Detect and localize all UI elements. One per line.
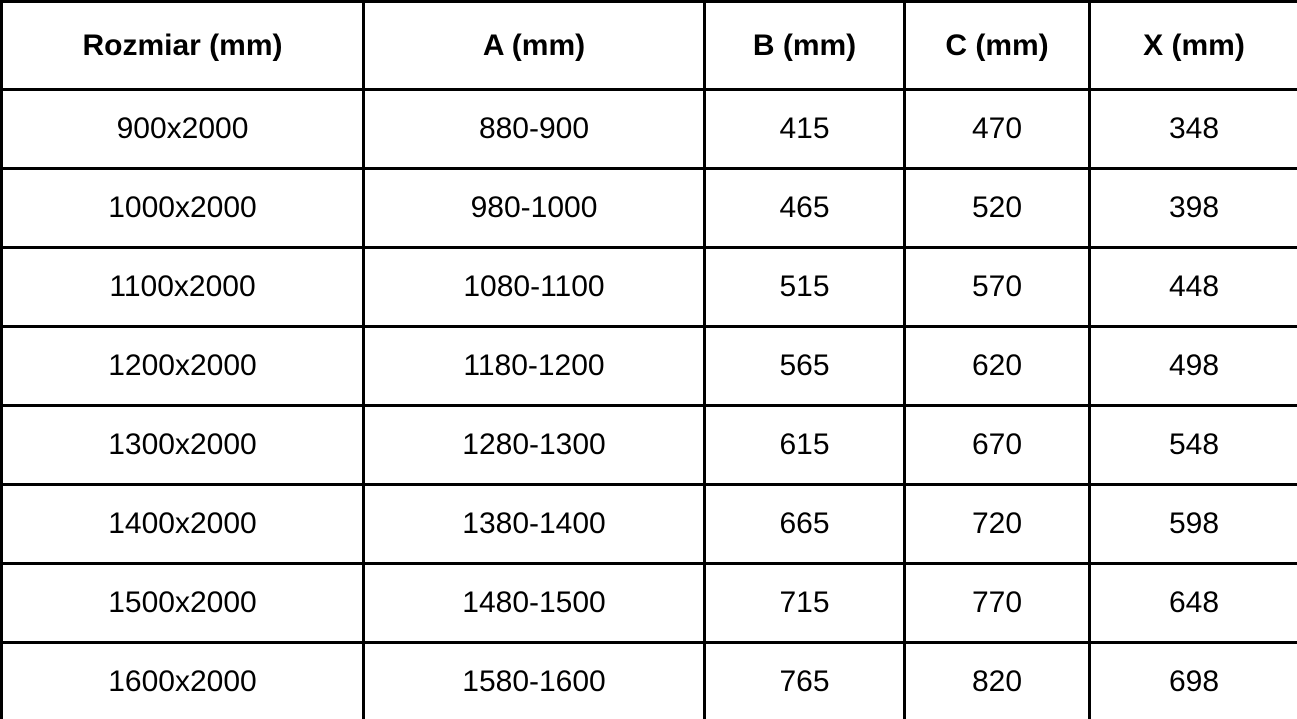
table-cell: 548 [1088, 404, 1297, 486]
column-header: B (mm) [703, 0, 906, 91]
column-header: A (mm) [362, 0, 706, 91]
table-cell: 1280-1300 [362, 404, 706, 486]
table-cell: 1400x2000 [0, 483, 365, 565]
table-cell: 1600x2000 [0, 641, 365, 719]
table-cell: 770 [903, 562, 1091, 644]
table-row: 1400x2000 1380-1400 665 720 598 [0, 483, 1297, 565]
table-row: 1200x2000 1180-1200 565 620 498 [0, 325, 1297, 407]
table-cell: 615 [703, 404, 906, 486]
table-cell: 1080-1100 [362, 246, 706, 328]
table-cell: 698 [1088, 641, 1297, 719]
table-cell: 498 [1088, 325, 1297, 407]
table-row: 1100x2000 1080-1100 515 570 448 [0, 246, 1297, 328]
table-cell: 465 [703, 167, 906, 249]
column-header: C (mm) [903, 0, 1091, 91]
table-cell: 448 [1088, 246, 1297, 328]
table-cell: 415 [703, 88, 906, 170]
table-cell: 620 [903, 325, 1091, 407]
table-cell: 398 [1088, 167, 1297, 249]
table-cell: 598 [1088, 483, 1297, 565]
table-cell: 470 [903, 88, 1091, 170]
table-cell: 715 [703, 562, 906, 644]
table-cell: 1200x2000 [0, 325, 365, 407]
table-row: 1000x2000 980-1000 465 520 398 [0, 167, 1297, 249]
table-cell: 1580-1600 [362, 641, 706, 719]
table-cell: 665 [703, 483, 906, 565]
table-cell: 648 [1088, 562, 1297, 644]
table-row: 1500x2000 1480-1500 715 770 648 [0, 562, 1297, 644]
table-cell: 1300x2000 [0, 404, 365, 486]
table-cell: 980-1000 [362, 167, 706, 249]
table-cell: 1180-1200 [362, 325, 706, 407]
table-cell: 348 [1088, 88, 1297, 170]
table-row: 1300x2000 1280-1300 615 670 548 [0, 404, 1297, 486]
table-cell: 515 [703, 246, 906, 328]
table-cell: 1100x2000 [0, 246, 365, 328]
table-cell: 520 [903, 167, 1091, 249]
column-header: Rozmiar (mm) [0, 0, 365, 91]
table-cell: 1000x2000 [0, 167, 365, 249]
table-cell: 820 [903, 641, 1091, 719]
table-cell: 565 [703, 325, 906, 407]
table-cell: 1380-1400 [362, 483, 706, 565]
table-cell: 670 [903, 404, 1091, 486]
table-cell: 765 [703, 641, 906, 719]
table-cell: 1500x2000 [0, 562, 365, 644]
table-row: 1600x2000 1580-1600 765 820 698 [0, 641, 1297, 719]
table-cell: 570 [903, 246, 1091, 328]
table-row: 900x2000 880-900 415 470 348 [0, 88, 1297, 170]
table-cell: 880-900 [362, 88, 706, 170]
table-cell: 900x2000 [0, 88, 365, 170]
table-header-row: Rozmiar (mm) A (mm) B (mm) C (mm) X (mm) [0, 0, 1297, 91]
table-cell: 1480-1500 [362, 562, 706, 644]
column-header: X (mm) [1088, 0, 1297, 91]
table-cell: 720 [903, 483, 1091, 565]
